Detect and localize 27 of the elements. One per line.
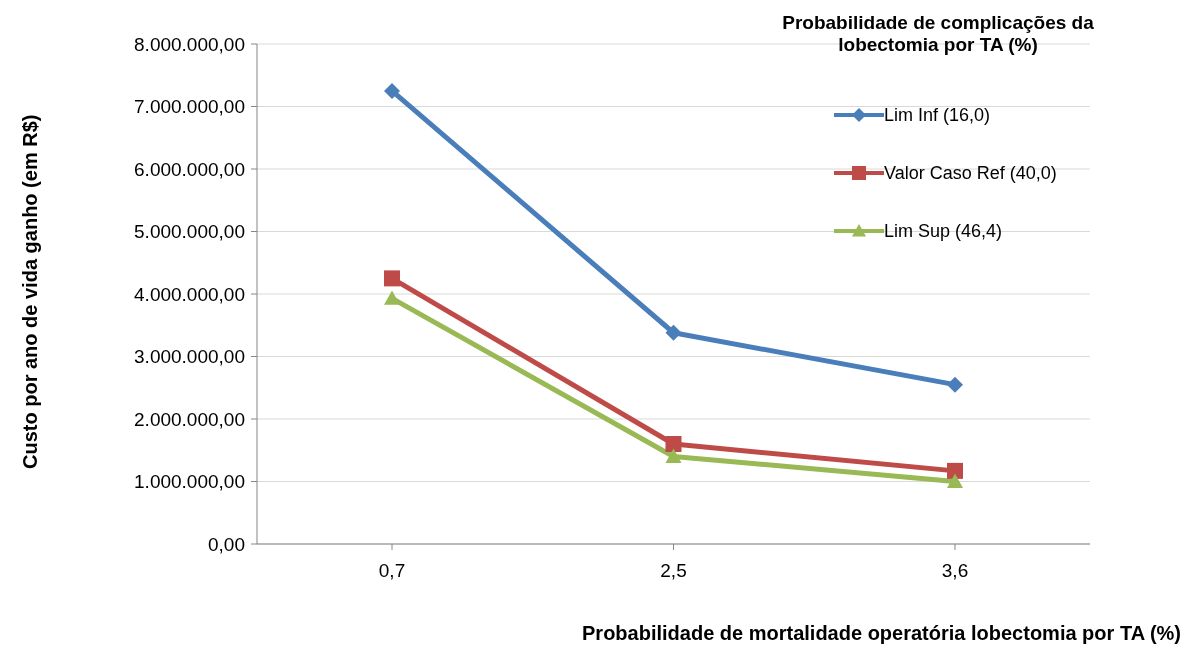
y-tick-label: 6.000.000,00 bbox=[134, 158, 245, 180]
x-tick-label: 0,7 bbox=[378, 560, 406, 582]
legend-label: Lim Sup (46,4) bbox=[884, 220, 1003, 242]
point bbox=[384, 270, 400, 287]
legend-label: Lim Inf (16,0) bbox=[884, 104, 991, 126]
point bbox=[947, 462, 963, 479]
point bbox=[665, 448, 682, 463]
point bbox=[384, 82, 400, 99]
x-tick-label: 3,6 bbox=[941, 560, 969, 582]
y-tick-label: 7.000.000,00 bbox=[134, 96, 245, 118]
y-tick-label: 2.000.000,00 bbox=[134, 408, 245, 430]
point bbox=[665, 324, 682, 341]
y-tick-label: 5.000.000,00 bbox=[134, 221, 245, 243]
point bbox=[665, 436, 682, 452]
x-axis-title: Probabilidade de mortalidade operatória lobectomia por TA (%) bbox=[582, 622, 1181, 645]
y-axis-title: Custo por ano de vida ganho (em R$) bbox=[19, 114, 42, 469]
y-tick-label: 1.000.000,00 bbox=[134, 471, 245, 493]
legend-label: Valor Caso Ref (40,0) bbox=[884, 162, 1057, 184]
legend-title: Probabilidade de complicações da lobectomia por TA (%) bbox=[781, 12, 1095, 56]
point bbox=[384, 290, 400, 305]
point bbox=[947, 473, 963, 488]
point bbox=[947, 376, 963, 393]
x-tick-label: 2,5 bbox=[660, 560, 687, 582]
y-tick-label: 8.000.000,00 bbox=[134, 33, 245, 55]
y-tick-label: 4.000.000,00 bbox=[134, 283, 245, 305]
y-tick-label: 0,00 bbox=[208, 533, 245, 555]
y-tick-label: 3.000.000,00 bbox=[134, 346, 245, 368]
